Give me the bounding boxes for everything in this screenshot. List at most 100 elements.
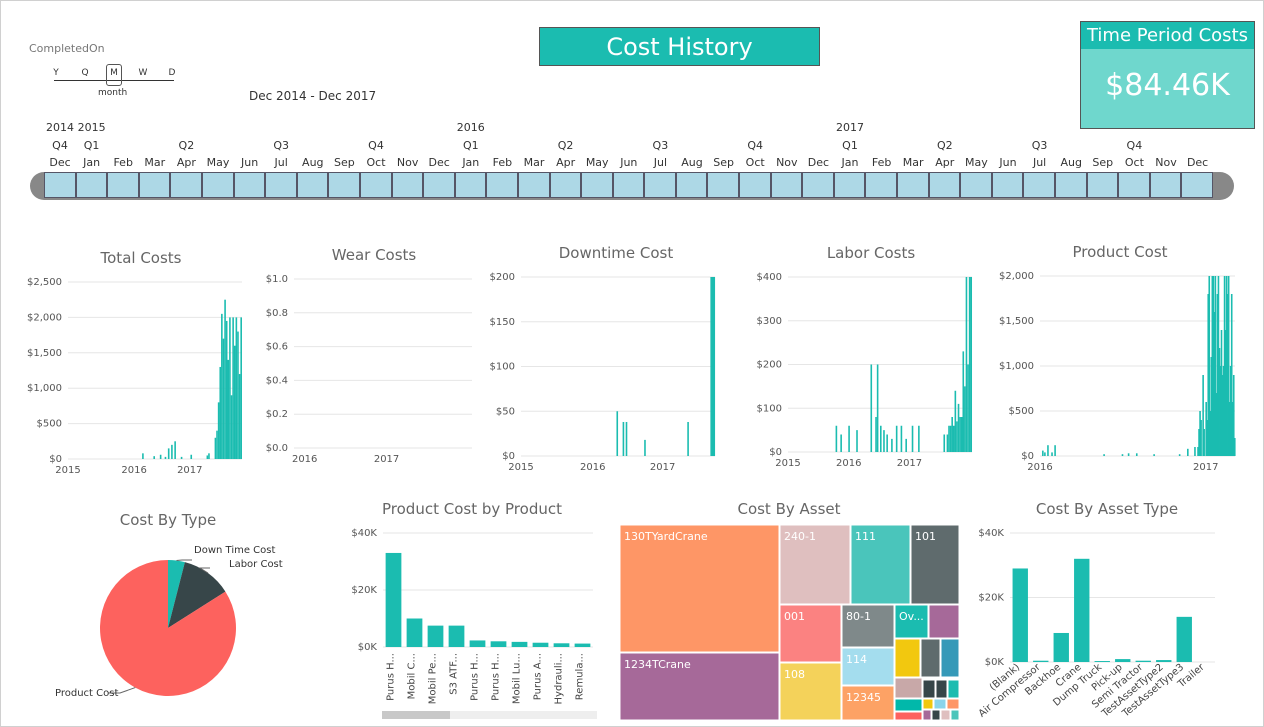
timeline-month-cell[interactable] [265,172,297,198]
timeline-month-label[interactable]: Jul [274,156,288,169]
timeline-month-label[interactable]: Dec [807,156,830,169]
timeline-month-cell[interactable] [549,172,582,198]
granularity-handle[interactable] [106,64,122,86]
timeline-month-label[interactable]: Apr [935,156,955,169]
timeline-month-label[interactable]: Nov [776,156,798,169]
timeline-quarter-label[interactable]: Q4 [52,139,68,152]
timeline-month-label[interactable]: Oct [745,156,765,169]
timeline-month-cell[interactable] [391,172,424,198]
timeline-year-label[interactable]: 2014 [46,121,74,134]
timeline-month-cell[interactable] [802,172,834,198]
timeline-month-label[interactable]: Apr [176,156,196,169]
timeline-month-label[interactable]: May [965,156,988,169]
timeline-month-label[interactable]: Feb [492,156,513,169]
timeline-quarter-label[interactable]: Q2 [178,139,195,152]
timeline-quarter-label[interactable]: Q2 [936,139,953,152]
timeline-month-label[interactable]: Jun [999,156,1017,169]
timeline-month-label[interactable]: Mar [144,156,166,169]
timeline-month-cell[interactable] [707,172,740,198]
timeline-month-cell[interactable] [454,172,487,198]
timeline-quarter-label[interactable]: Q4 [747,139,764,152]
timeline-month-label[interactable]: Feb [113,156,133,169]
timeline-month-cell[interactable] [75,172,108,198]
timeline-quarter-label[interactable]: Q4 [368,139,384,152]
timeline-month-label[interactable]: Feb [871,156,892,169]
timeline-month-cell[interactable] [44,172,76,198]
timeline-month-cell[interactable] [644,172,676,198]
timeline-month-cell[interactable] [612,172,645,198]
timeline-year-label[interactable]: 2017 [836,121,864,134]
timeline-month-cell[interactable] [897,172,929,198]
timeline-month-label[interactable]: May [206,156,230,169]
timeline-month-label[interactable]: Jun [241,156,259,169]
timeline-month-label[interactable]: Dec [428,156,450,169]
timeline-month-cell[interactable] [991,172,1024,198]
timeline-month-cell[interactable] [833,172,866,198]
gran-month[interactable]: M [110,68,118,78]
product-chart-scroll-thumb[interactable] [382,711,450,719]
gran-year[interactable]: Y [53,68,59,78]
timeline-month-cell[interactable] [328,172,360,198]
timeline-quarter-label[interactable]: Q3 [1031,139,1048,152]
product-chart-scrollbar[interactable] [382,711,597,719]
timeline-month-label[interactable]: Aug [681,156,703,169]
timeline-month-label[interactable]: Apr [556,156,576,169]
timeline-month-label[interactable]: Sep [334,156,355,169]
gran-day[interactable]: D [168,68,176,78]
timeline-month-cell[interactable] [517,172,550,198]
timeline-quarter-label[interactable]: Q3 [273,139,290,152]
timeline-month-cell[interactable] [865,172,898,198]
timeline-month-label[interactable]: Jun [620,156,638,169]
timeline-month-label[interactable]: Sep [1092,156,1114,169]
timeline-month-cell[interactable] [739,172,771,198]
timeline-month-cell[interactable] [107,172,139,198]
timeline-month-cell[interactable] [1149,172,1182,198]
timeline-month-label[interactable]: Jan [841,156,859,169]
timeline-month-label[interactable]: Dec [49,156,71,169]
timeline-month-label[interactable]: Nov [396,156,419,169]
timeline-month-label[interactable]: Sep [713,156,734,169]
timeline-month-cell[interactable] [486,172,518,198]
timeline-month-cell[interactable] [201,172,234,198]
timeline-month-label[interactable]: Jul [653,156,668,169]
timeline-month-label[interactable]: Jul [1032,156,1047,169]
timeline-month-label[interactable]: Jan [462,156,480,169]
timeline-month-cell[interactable] [1118,172,1150,198]
timeline-quarter-label[interactable]: Q4 [1126,139,1143,152]
timeline-quarter-label[interactable]: Q1 [842,139,858,152]
timeline-month-cell[interactable] [296,172,329,198]
timeline-month-cell[interactable] [138,172,171,198]
timeline-month-label[interactable]: Nov [1155,156,1177,169]
timeline-month-cell[interactable] [233,172,266,198]
timeline-month-label[interactable]: May [585,156,609,169]
timeline-month-cell[interactable] [675,172,708,198]
timeline-month-label[interactable]: Aug [302,156,324,169]
gran-quarter[interactable]: Q [81,68,89,78]
timeline-month-cell[interactable] [581,172,613,198]
timeline-quarter-label[interactable]: Q1 [83,139,100,152]
timeline-month-cell[interactable] [1055,172,1087,198]
timeline-month-cell[interactable] [770,172,803,198]
timeline-month-label[interactable]: Mar [902,156,924,169]
timeline-month-label[interactable]: Oct [1124,156,1144,169]
gran-week[interactable]: W [138,68,148,78]
timeline-month-cell[interactable] [423,172,455,198]
timeline-month-cell[interactable] [928,172,961,198]
timeline-month-label[interactable]: Jan [83,156,101,169]
timeline-month-cell[interactable] [170,172,202,198]
timeline-month-label[interactable]: Aug [1060,156,1082,169]
timeline-year-label[interactable]: 2015 [77,121,106,134]
timeline-quarter-label[interactable]: Q1 [462,139,479,152]
timeline-month-cell[interactable] [1023,172,1055,198]
timeline-month-label[interactable]: Mar [523,156,545,169]
timeline-month-label[interactable]: Oct [366,156,386,169]
timeline-month-label[interactable]: Dec [1186,156,1209,169]
timeline-month-cell[interactable] [1086,172,1119,198]
timeline-year-label[interactable]: 2016 [456,121,485,134]
timeline-quarter-label[interactable]: Q3 [652,139,669,152]
timeline-quarter-label[interactable]: Q2 [557,139,574,152]
timeline-month-cell[interactable] [359,172,392,198]
timeline-month-cell[interactable] [1181,172,1213,198]
timeline-month-cell[interactable] [960,172,992,198]
timeline-period-cells[interactable] [44,172,1213,200]
